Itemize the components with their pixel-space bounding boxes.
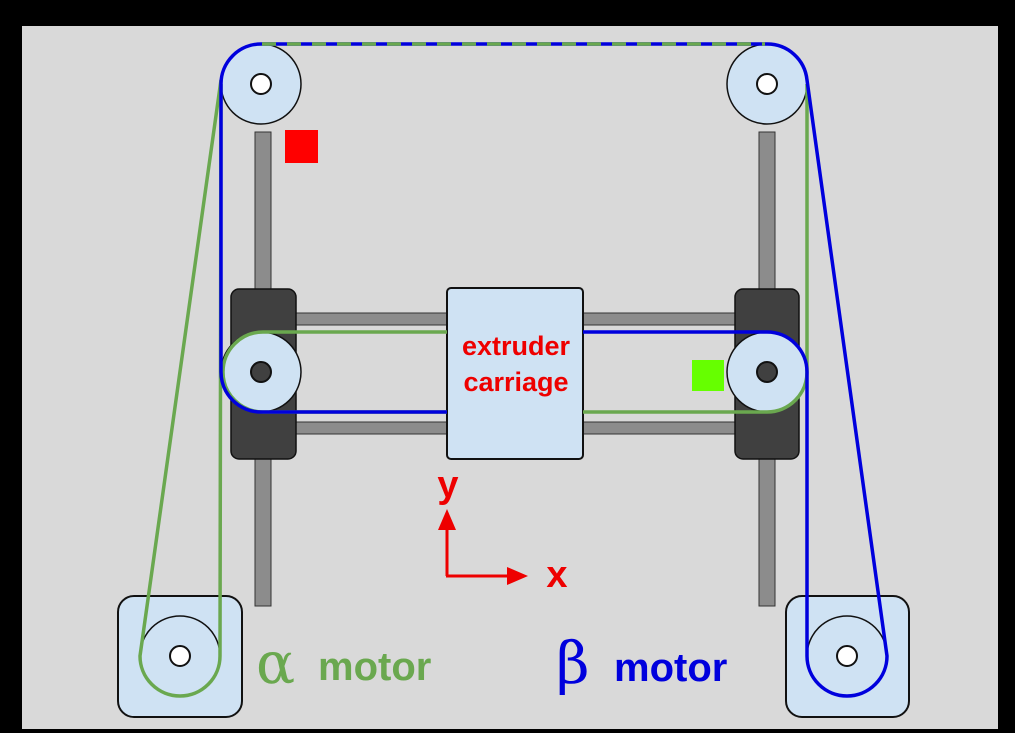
red-limit-marker (285, 130, 318, 163)
y-axis-label: y (437, 464, 458, 506)
x-axis-arrowhead (507, 567, 528, 585)
beta-motor-symbol: β (556, 629, 590, 697)
beta-motor-label: motor (614, 646, 727, 690)
alpha-motor-label: motor (318, 645, 431, 689)
axis-indicator: y x (437, 464, 567, 596)
y-axis-arrowhead (438, 509, 456, 530)
green-limit-marker (692, 360, 724, 391)
alpha-motor-shaft (169, 645, 191, 667)
x-axis-label: x (546, 554, 567, 596)
top-left-pulley-hub (250, 73, 272, 95)
left-idler-hub (250, 361, 272, 383)
beta-belt (219, 42, 889, 698)
top-right-pulley-hub (756, 73, 778, 95)
carriage-label-line2: carriage (463, 367, 568, 397)
carriage-label-line1: extruder (462, 331, 571, 361)
alpha-belt-motor-run (138, 79, 223, 698)
beta-belt-path (219, 42, 889, 698)
right-idler-hub (756, 361, 778, 383)
alpha-motor-symbol: α (256, 629, 295, 697)
extruder-carriage (446, 287, 584, 460)
beta-motor-shaft (836, 645, 858, 667)
